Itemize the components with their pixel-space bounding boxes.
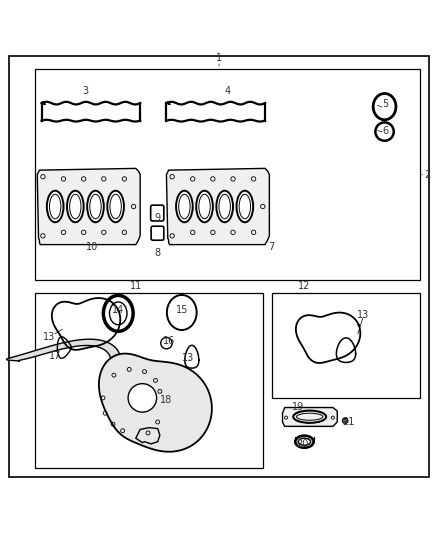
Ellipse shape <box>344 419 346 422</box>
Polygon shape <box>166 168 269 245</box>
Ellipse shape <box>107 191 124 222</box>
Ellipse shape <box>176 191 193 222</box>
Polygon shape <box>99 353 212 452</box>
Polygon shape <box>136 427 160 444</box>
Text: 1: 1 <box>216 53 222 63</box>
Ellipse shape <box>87 191 104 222</box>
Ellipse shape <box>295 435 314 448</box>
Text: 4: 4 <box>225 86 231 96</box>
Bar <box>35 293 263 468</box>
Text: 13: 13 <box>357 310 370 320</box>
Text: 16: 16 <box>162 336 175 346</box>
Ellipse shape <box>298 438 311 445</box>
Ellipse shape <box>237 191 253 222</box>
Text: 7: 7 <box>268 242 275 252</box>
Polygon shape <box>283 408 337 426</box>
Text: 14: 14 <box>112 305 124 316</box>
Ellipse shape <box>216 191 233 222</box>
Text: 6: 6 <box>382 126 389 136</box>
Text: 15: 15 <box>176 305 188 316</box>
Text: 21: 21 <box>342 417 354 427</box>
Text: 20: 20 <box>296 439 308 449</box>
Ellipse shape <box>128 384 157 412</box>
Polygon shape <box>37 168 140 245</box>
Text: 3: 3 <box>82 86 88 96</box>
Text: 12: 12 <box>298 281 311 291</box>
Ellipse shape <box>47 191 64 222</box>
Text: 19: 19 <box>292 402 304 411</box>
Text: 11: 11 <box>130 281 142 291</box>
Text: 10: 10 <box>86 242 98 252</box>
Ellipse shape <box>67 191 84 222</box>
Text: 13: 13 <box>43 332 55 342</box>
Text: 18: 18 <box>160 395 173 405</box>
Ellipse shape <box>196 191 213 222</box>
Text: 13: 13 <box>182 353 194 364</box>
Text: 9: 9 <box>155 213 161 223</box>
Text: 2: 2 <box>424 169 430 180</box>
Text: 17: 17 <box>49 351 61 361</box>
Text: 5: 5 <box>382 100 389 109</box>
Bar <box>272 293 420 398</box>
Ellipse shape <box>110 302 127 325</box>
Polygon shape <box>7 339 120 365</box>
Bar <box>35 69 420 280</box>
Text: 8: 8 <box>155 248 161 259</box>
